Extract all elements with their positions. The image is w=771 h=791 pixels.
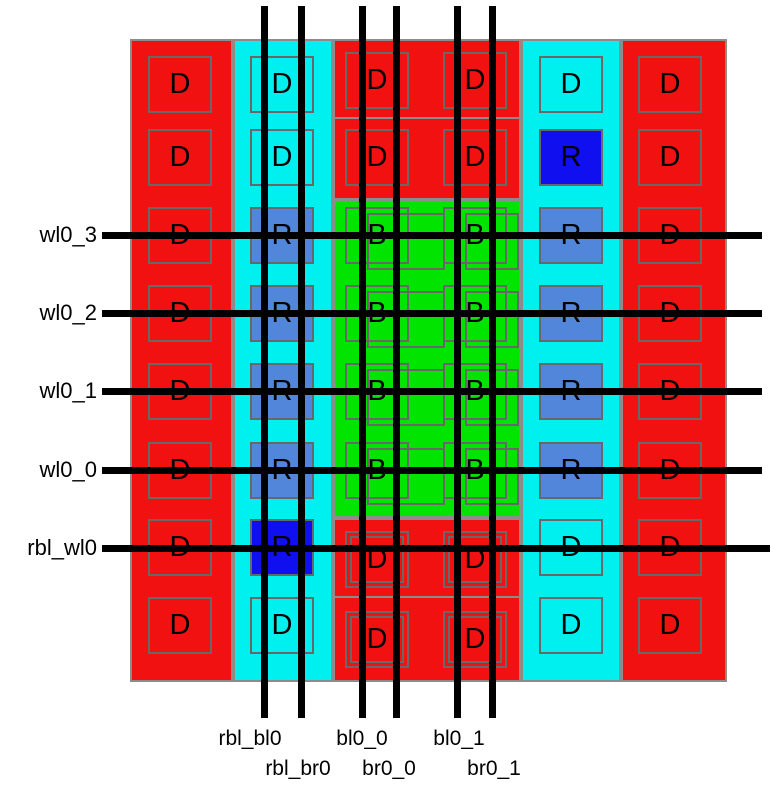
cell-box-r2c1 [148,129,212,186]
bitline-rbl_br0 [298,6,305,718]
cell-box-r2c3 [345,129,409,186]
cell-box-r2c5 [539,129,603,186]
cell-letter-r2c2: D [271,141,293,173]
cell-letter-r2c6: D [659,141,681,173]
cell-box-r1c2 [250,56,314,113]
cell-box-r7c4 [443,531,507,588]
cell-box-r1c4 [443,52,507,109]
wordline-label-wl0_1: wl0_1 [39,378,97,403]
cell-letter-r1c5: D [560,68,582,100]
cell-letter-r1c4: D [464,64,486,96]
bitline-label-rbl_bl0: rbl_bl0 [218,727,282,750]
cell-box-r8c5 [539,597,603,654]
bitline-label-bl0_1: bl0_1 [433,727,485,750]
cell-letter-r1c2: D [271,68,293,100]
bitline-label-bl0_0: bl0_0 [336,727,388,750]
wordline-label-wl0_3: wl0_3 [39,222,97,247]
wordline-wl0_2 [102,310,762,317]
wordline-wl0_1 [102,388,762,395]
cell-letter-r1c3: D [366,64,388,96]
cell-letter-r2c5: R [560,141,582,173]
cell-letter-r2c3: D [366,141,388,173]
cell-letter-r8c1: D [169,609,191,641]
cell-box-r1c5 [539,56,603,113]
cell-box-r7c3 [345,531,409,588]
cell-box-r1c3 [345,52,409,109]
cell-box-inner-r7c3 [350,536,404,583]
wordline-wl0_3 [102,232,762,239]
cell-letter-r8c2: D [271,609,293,641]
bitline-br0_0 [393,6,400,718]
cell-letter-r2c4: D [464,141,486,173]
bitline-bl0_1 [454,6,461,718]
cell-box-r8c1 [148,597,212,654]
bitline-label-br0_1: br0_1 [467,757,521,780]
wordline-rbl_wl0 [102,545,770,552]
cell-letter-r8c6: D [659,609,681,641]
cell-box-inner-r8c4 [448,616,502,663]
cell-box-r8c3 [345,611,409,668]
cell-box-r1c6 [638,56,702,113]
cell-letter-r8c3: D [366,623,388,655]
bitline-bl0_0 [359,6,366,718]
cell-letter-r2c1: D [169,141,191,173]
cell-letter-r1c1: D [169,68,191,100]
zone-divider-0 [333,117,521,119]
wordline-label-wl0_2: wl0_2 [39,300,97,325]
bitline-br0_1 [489,6,496,718]
cell-letter-r1c6: D [659,68,681,100]
cell-letter-r8c5: D [560,609,582,641]
cell-box-r8c4 [443,611,507,668]
bitline-label-br0_0: br0_0 [362,757,416,780]
cell-box-inner-r8c3 [350,616,404,663]
cell-box-r2c6 [638,129,702,186]
bitline-label-rbl_br0: rbl_br0 [265,757,331,780]
wordline-wl0_0 [102,467,762,474]
wordline-label-rbl_wl0: rbl_wl0 [27,535,97,560]
zone-divider-1 [333,596,521,598]
cell-box-r2c4 [443,129,507,186]
bitline-rbl_bl0 [261,6,268,718]
cell-letter-r8c4: D [464,623,486,655]
cell-box-inner-r7c4 [448,536,502,583]
wordline-label-wl0_0: wl0_0 [39,457,97,482]
cell-box-r1c1 [148,56,212,113]
cell-box-r8c2 [250,597,314,654]
cell-box-r2c2 [250,129,314,186]
cell-box-r8c6 [638,597,702,654]
